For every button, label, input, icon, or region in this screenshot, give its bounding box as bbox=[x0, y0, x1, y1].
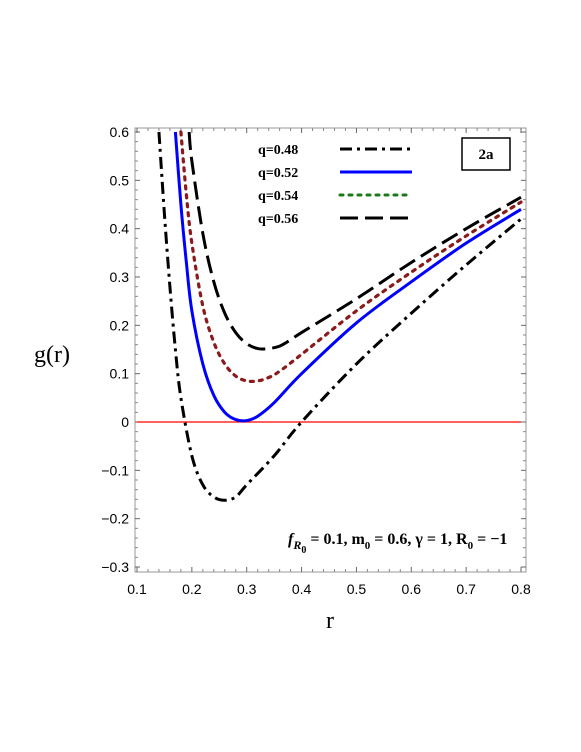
x-tick-label: 0.2 bbox=[182, 581, 202, 597]
y-tick-label: −0.1 bbox=[101, 462, 129, 478]
plot-frame bbox=[134, 127, 527, 573]
annot-eq1: = 0.1, m bbox=[306, 531, 365, 548]
legend-label: q=0.52 bbox=[258, 166, 298, 181]
annot-eq3: = −1 bbox=[473, 531, 507, 548]
annot-eq2: = 0.6, γ = 1, R bbox=[370, 531, 468, 548]
y-tick-label: 0.4 bbox=[110, 221, 130, 237]
series-line-q-0.56 bbox=[187, 131, 522, 351]
y-tick-label: −0.2 bbox=[101, 511, 129, 527]
annot-sub-0: 0 bbox=[301, 545, 306, 556]
legend-label: q=0.48 bbox=[258, 143, 298, 158]
x-tick-labels: 0.1 0.2 0.3 0.4 0.5 0.6 0.7 0.8 bbox=[127, 581, 531, 597]
annot-f: f bbox=[288, 531, 295, 548]
legend-label: q=0.56 bbox=[258, 212, 298, 227]
y-tick-label: 0.2 bbox=[110, 317, 130, 333]
parameter-annotation: fR0 = 0.1, m0 = 0.6, γ = 1, R0 = −1 bbox=[288, 531, 507, 556]
series-line-q-0.54 bbox=[179, 130, 523, 384]
x-tick-label: 0.8 bbox=[511, 581, 531, 597]
annot-sub-r: R bbox=[292, 538, 301, 552]
y-tick-label: 0.6 bbox=[110, 124, 130, 140]
x-tick-label: 0.1 bbox=[127, 581, 147, 597]
annot-sub-R: 0 bbox=[468, 540, 474, 552]
y-tick-label: 0.1 bbox=[110, 366, 130, 382]
legend: q=0.48 q=0.52 q=0.54 q=0.56 bbox=[258, 143, 414, 227]
series-line-q-0.52 bbox=[173, 131, 522, 423]
y-tick-label: 0 bbox=[121, 414, 129, 430]
x-tick-label: 0.3 bbox=[237, 581, 257, 597]
y-tick-label: 0.5 bbox=[110, 172, 130, 188]
y-axis-label: g(r) bbox=[34, 342, 70, 368]
panel-label: 2a bbox=[479, 147, 495, 163]
x-tick-label: 0.7 bbox=[456, 581, 476, 597]
x-tick-label: 0.4 bbox=[292, 581, 312, 597]
panel-label-box bbox=[461, 137, 511, 171]
x-axis-label: r bbox=[326, 608, 334, 634]
x-tick-label: 0.5 bbox=[347, 581, 367, 597]
annot-sub-m: 0 bbox=[365, 540, 371, 552]
x-tick-label: 0.6 bbox=[402, 581, 422, 597]
series-layer bbox=[157, 130, 523, 502]
y-tick-labels: −0.3 −0.2 −0.1 0 0.1 0.2 0.3 0.4 0.5 0.6 bbox=[101, 124, 129, 575]
legend-label: q=0.54 bbox=[258, 189, 298, 204]
tick-marks bbox=[135, 128, 526, 572]
y-tick-label: −0.3 bbox=[101, 559, 129, 575]
y-tick-label: 0.3 bbox=[110, 269, 130, 285]
series-line-q-0.48 bbox=[157, 131, 522, 502]
